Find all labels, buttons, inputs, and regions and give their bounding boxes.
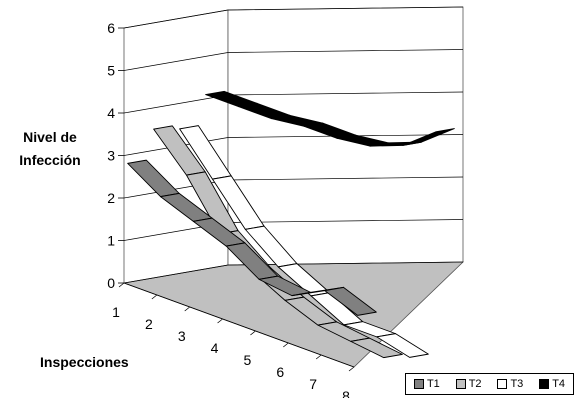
chart-walls bbox=[122, 6, 465, 368]
series-ribbons bbox=[127, 90, 455, 359]
legend-swatch bbox=[539, 379, 550, 389]
x-axis-line bbox=[123, 282, 355, 368]
y-tick-label: 3 bbox=[107, 148, 115, 164]
x-tick-mark bbox=[217, 318, 223, 324]
y-gridline bbox=[123, 49, 464, 71]
x-tick-mark bbox=[184, 306, 190, 312]
y-tick-label: 4 bbox=[107, 105, 115, 121]
y-axis-label: Nivel de Infección bbox=[19, 129, 81, 168]
y-tick-label: 2 bbox=[107, 190, 115, 206]
legend-swatch bbox=[413, 379, 424, 389]
legend-swatch bbox=[497, 379, 508, 389]
x-tick-label: 6 bbox=[276, 364, 284, 380]
x-tick-label: 4 bbox=[211, 340, 219, 356]
x-tick-mark bbox=[315, 354, 322, 360]
series-ribbon-T4 bbox=[205, 90, 455, 147]
x-tick-mark bbox=[118, 282, 125, 288]
y-tick-labels: 0 1 2 3 4 5 6 bbox=[107, 20, 115, 291]
x-tick-mark bbox=[283, 342, 289, 348]
legend-swatch bbox=[455, 379, 466, 389]
series-ribbon-T1 bbox=[127, 159, 377, 316]
legend-item: T2 bbox=[455, 378, 482, 390]
x-tick-label: 7 bbox=[309, 376, 317, 392]
legend-item: T3 bbox=[497, 378, 523, 390]
x-tick-mark bbox=[151, 294, 158, 300]
x-tick-mark bbox=[250, 330, 256, 336]
ribbon-segment bbox=[350, 337, 403, 359]
ribbon-segment bbox=[376, 333, 429, 358]
series-ribbon-T3 bbox=[179, 125, 429, 358]
y-tick-label: 0 bbox=[107, 275, 115, 291]
y-gridline bbox=[123, 6, 464, 29]
x-tick-label: 1 bbox=[112, 304, 120, 320]
legend-item: T1 bbox=[413, 378, 440, 390]
x-tick-label: 8 bbox=[342, 388, 350, 398]
legend-label: T2 bbox=[468, 378, 482, 390]
x-axis-label: Inspecciones bbox=[40, 354, 129, 370]
legend: T1 T2 T3 T4 bbox=[405, 373, 574, 395]
x-tick-labels: 1 2 3 4 5 6 7 8 bbox=[112, 282, 355, 398]
x-tick-label: 3 bbox=[178, 328, 186, 344]
x-tick-label: 5 bbox=[244, 352, 252, 368]
y-tick-label: 5 bbox=[107, 63, 115, 79]
y-gridline bbox=[123, 134, 464, 156]
y-tick-label: 6 bbox=[107, 20, 115, 36]
y-tick-label: 1 bbox=[107, 233, 115, 249]
legend-label: T3 bbox=[510, 378, 524, 390]
y-gridline bbox=[123, 261, 464, 284]
x-tick-label: 2 bbox=[145, 316, 153, 332]
ribbon-segment bbox=[324, 286, 377, 316]
ribbon-segment bbox=[402, 128, 455, 146]
legend-label: T4 bbox=[552, 378, 566, 390]
x-tick-mark bbox=[348, 366, 355, 372]
legend-label: T1 bbox=[426, 378, 440, 390]
legend-item: T4 bbox=[539, 378, 565, 390]
